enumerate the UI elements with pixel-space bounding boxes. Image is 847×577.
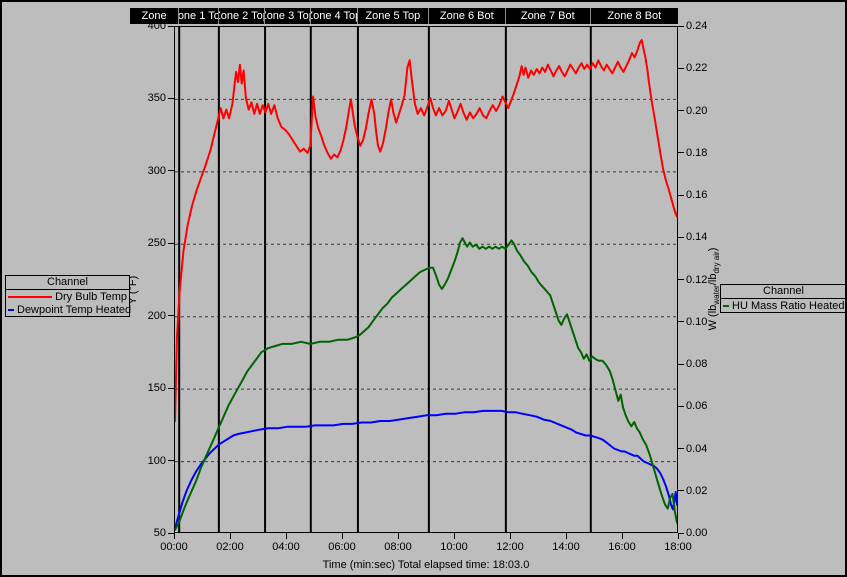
x-tick-02:00 [229, 533, 231, 539]
legend-label-hu-mass-ratio-heated: HU Mass Ratio Heated [732, 299, 845, 312]
x-tick-label-06:00: 06:00 [328, 541, 356, 553]
x-tick-label-08:00: 08:00 [384, 541, 412, 553]
y-right-tick-label-0.04: 0.04 [686, 442, 708, 455]
y-left-tick-label-300: 300 [147, 164, 166, 177]
y-left-tick-label-400: 400 [147, 20, 166, 32]
x-tick-label-16:00: 16:00 [608, 541, 636, 553]
legend-right-header: Channel [721, 285, 845, 299]
y-right-tick-0.10 [678, 321, 684, 323]
x-tick-label-18:00: 18:00 [664, 541, 692, 553]
zone-segment-zone-3-top: Zone 3 Top [264, 8, 310, 24]
x-tick-10:00 [453, 533, 455, 539]
y-left-tick-label-200: 200 [147, 309, 166, 322]
y-left-tick-label-150: 150 [147, 382, 166, 395]
x-tick-label-02:00: 02:00 [216, 541, 244, 553]
x-tick-label-00:00: 00:00 [160, 541, 188, 553]
y-right-tick-0.08 [678, 363, 684, 365]
y-right-tick-label-0.14: 0.14 [686, 231, 708, 244]
x-tick-00:00 [173, 533, 175, 539]
plot-area[interactable] [174, 26, 678, 533]
legend-item-dry-bulb-temp[interactable]: Dry Bulb Temp [6, 290, 129, 303]
legend-swatch-dry-bulb-temp [8, 295, 53, 298]
x-tick-16:00 [621, 533, 623, 539]
w-label-suffix: ) [706, 247, 719, 252]
legend-item-dewpoint-temp-heated[interactable]: Dewpoint Temp Heated [6, 303, 132, 316]
y-left-tick-300 [168, 170, 174, 172]
y-right-tick-label-0.24: 0.24 [686, 20, 708, 32]
y-right-tick-label-0.08: 0.08 [686, 358, 708, 370]
legend-left-header: Channel [6, 276, 129, 290]
x-tick-04:00 [285, 533, 287, 539]
y-left-tick-350 [168, 97, 174, 99]
x-tick-14:00 [565, 533, 567, 539]
zone-segment-zone-8-bot: Zone 8 Bot [589, 8, 678, 24]
legend-swatch-hu-mass-ratio-heated [723, 304, 729, 307]
y-right-tick-0.02 [678, 490, 684, 492]
legend-left[interactable]: Channel Dry Bulb Temp Dewpoint Temp Heate… [5, 275, 132, 317]
y-left-tick-250 [168, 242, 174, 244]
y-left-tick-100 [168, 460, 174, 462]
legend-swatch-dewpoint-temp-heated [8, 308, 14, 311]
zone-segment-zone-5-top: Zone 5 Top [356, 8, 428, 24]
y-right-tick-0.24 [678, 25, 684, 27]
legend-right[interactable]: Channel HU Mass Ratio Heated [720, 284, 845, 313]
y-right-tick-label-0.12: 0.12 [686, 273, 708, 286]
y-right-tick-0.12 [678, 279, 684, 280]
legend-item-hu-mass-ratio-heated[interactable]: HU Mass Ratio Heated [721, 299, 845, 312]
zone-segment-zone-6-bot: Zone 6 Bot [427, 8, 505, 24]
chart-canvas [175, 27, 677, 532]
y-right-tick-0.14 [678, 236, 684, 238]
x-tick-label-12:00: 12:00 [496, 541, 524, 553]
series-dry-bulb-temp [175, 39, 677, 422]
y-left-tick-label-50: 50 [153, 527, 166, 539]
y-right-tick-label-0.10: 0.10 [686, 315, 708, 328]
y-right-tick-0.04 [678, 448, 684, 449]
y-right-tick-label-0.18: 0.18 [686, 146, 708, 159]
x-tick-label-10:00: 10:00 [440, 541, 468, 553]
y-left-tick-400 [168, 25, 174, 27]
x-tick-18:00 [677, 533, 679, 539]
legend-label-dry-bulb-temp: Dry Bulb Temp [55, 290, 127, 303]
x-tick-label-14:00: 14:00 [552, 541, 580, 553]
y-left-tick-200 [168, 315, 174, 317]
zone-segment-zone-2-top: Zone 2 Top [217, 8, 264, 24]
y-left-tick-label-250: 250 [147, 237, 166, 250]
y-left-tick-label-100: 100 [147, 454, 166, 467]
legend-label-dewpoint-temp-heated: Dewpoint Temp Heated [17, 303, 132, 316]
zone-segment-zone-4-top: Zone 4 Top [309, 8, 357, 24]
x-tick-08:00 [397, 533, 399, 539]
y-right-tick-0.22 [678, 67, 684, 69]
y-right-tick-0.16 [678, 194, 684, 196]
y-right-tick-0.00 [678, 532, 684, 534]
y-left-tick-label-350: 350 [147, 92, 166, 105]
series-dewpoint-temp-heated [175, 409, 677, 530]
x-tick-06:00 [341, 533, 343, 539]
w-label-sub-dryair: dry air [712, 251, 722, 274]
zone-segment-zone-7-bot: Zone 7 Bot [504, 8, 590, 24]
y-right-tick-label-0.16: 0.16 [686, 189, 708, 201]
y-right-tick-label-0.20: 0.20 [686, 104, 708, 117]
zone-segment-zone: Zone [141, 10, 167, 22]
series-hu-mass-ratio-heated [175, 237, 677, 531]
x-axis-title: Time (min:sec) Total elapsed time: 18:03… [322, 559, 530, 571]
y-left-tick-50 [168, 532, 174, 534]
x-tick-12:00 [509, 533, 511, 539]
y-right-tick-0.20 [678, 110, 684, 111]
y-left-tick-150 [168, 387, 174, 389]
y-right-tick-label-0.06: 0.06 [686, 400, 708, 413]
y-right-tick-label-0.00: 0.00 [686, 527, 708, 539]
y-right-tick-label-0.22: 0.22 [686, 62, 708, 75]
y-right-tick-0.18 [678, 152, 684, 154]
y-right-tick-label-0.02: 0.02 [686, 484, 708, 497]
y-right-tick-0.06 [678, 405, 684, 407]
zone-segment-zone-1-top: Zone 1 Top [178, 8, 218, 24]
x-tick-label-04:00: 04:00 [272, 541, 300, 553]
